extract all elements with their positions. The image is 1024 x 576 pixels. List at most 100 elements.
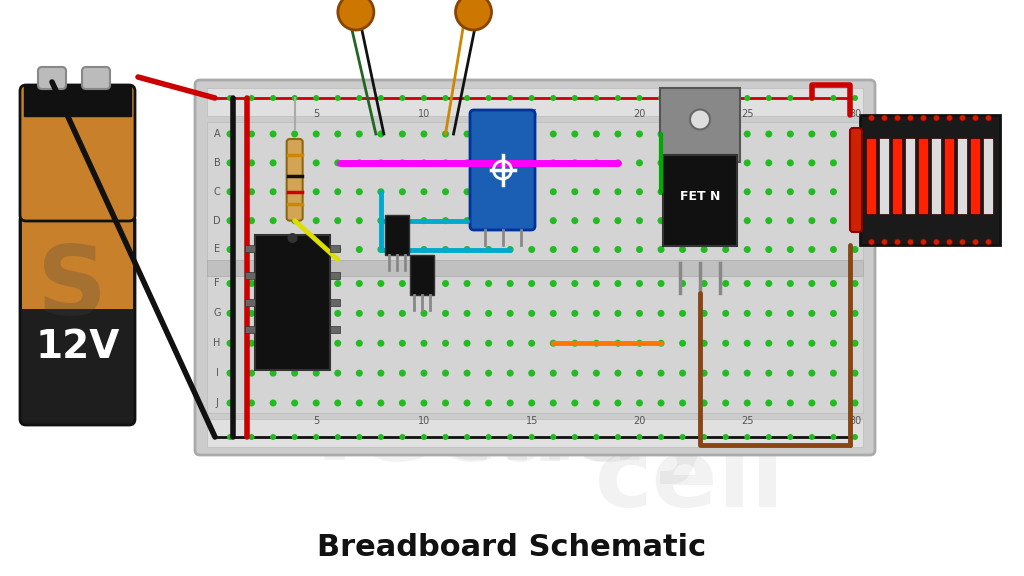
FancyBboxPatch shape: [20, 214, 135, 425]
Circle shape: [679, 400, 686, 407]
Circle shape: [700, 188, 708, 195]
Circle shape: [485, 370, 493, 377]
Circle shape: [528, 188, 536, 195]
Circle shape: [722, 246, 729, 253]
Circle shape: [743, 340, 751, 347]
Circle shape: [895, 239, 900, 245]
FancyBboxPatch shape: [38, 67, 66, 89]
Circle shape: [269, 217, 276, 224]
Circle shape: [399, 370, 406, 377]
Circle shape: [907, 115, 913, 121]
Circle shape: [700, 217, 708, 224]
Bar: [983, 138, 993, 214]
Circle shape: [614, 188, 622, 195]
Circle shape: [399, 131, 406, 138]
Circle shape: [614, 217, 622, 224]
Circle shape: [528, 400, 536, 407]
Circle shape: [614, 340, 622, 347]
Circle shape: [593, 400, 600, 407]
Circle shape: [614, 370, 622, 377]
Circle shape: [593, 131, 600, 138]
Bar: [879, 138, 889, 214]
Circle shape: [378, 280, 384, 287]
Circle shape: [442, 188, 449, 195]
Circle shape: [571, 246, 579, 253]
Circle shape: [787, 434, 794, 440]
Circle shape: [808, 340, 815, 347]
Circle shape: [722, 188, 729, 195]
Circle shape: [636, 400, 643, 407]
Bar: [255, 235, 330, 370]
Circle shape: [680, 434, 686, 440]
Circle shape: [334, 370, 341, 377]
Circle shape: [907, 239, 913, 245]
Bar: [918, 138, 928, 214]
Circle shape: [464, 400, 471, 407]
Circle shape: [679, 370, 686, 377]
Circle shape: [700, 400, 708, 407]
Circle shape: [442, 370, 449, 377]
Text: 12V: 12V: [35, 328, 120, 366]
Circle shape: [959, 115, 966, 121]
Circle shape: [292, 434, 298, 440]
Circle shape: [442, 160, 449, 166]
Circle shape: [226, 217, 233, 224]
Circle shape: [786, 280, 794, 287]
Text: S: S: [19, 268, 140, 431]
Circle shape: [378, 370, 384, 377]
Circle shape: [765, 217, 772, 224]
Circle shape: [226, 131, 233, 138]
Circle shape: [485, 217, 493, 224]
Circle shape: [550, 400, 557, 407]
Circle shape: [355, 280, 362, 287]
Circle shape: [356, 434, 362, 440]
Circle shape: [550, 95, 556, 101]
Circle shape: [456, 0, 492, 30]
Circle shape: [658, 95, 664, 101]
Circle shape: [269, 370, 276, 377]
Circle shape: [868, 115, 874, 121]
Circle shape: [765, 280, 772, 287]
Circle shape: [292, 95, 298, 101]
Bar: [330, 326, 340, 333]
Circle shape: [313, 434, 319, 440]
Circle shape: [464, 95, 470, 101]
Circle shape: [421, 370, 427, 377]
Circle shape: [829, 217, 837, 224]
Text: A: A: [214, 129, 220, 139]
Circle shape: [973, 115, 979, 121]
Bar: [207, 419, 863, 447]
Circle shape: [464, 188, 471, 195]
Circle shape: [442, 280, 449, 287]
Circle shape: [934, 239, 939, 245]
Circle shape: [808, 280, 815, 287]
Circle shape: [657, 310, 665, 317]
Circle shape: [507, 160, 514, 166]
Circle shape: [852, 370, 858, 377]
Circle shape: [614, 280, 622, 287]
Circle shape: [464, 280, 471, 287]
Circle shape: [421, 340, 427, 347]
FancyBboxPatch shape: [850, 128, 862, 232]
Circle shape: [528, 280, 536, 287]
Circle shape: [614, 160, 622, 166]
Circle shape: [378, 340, 384, 347]
Circle shape: [743, 280, 751, 287]
Circle shape: [852, 340, 858, 347]
Circle shape: [743, 246, 751, 253]
Circle shape: [378, 310, 384, 317]
Circle shape: [528, 217, 536, 224]
Circle shape: [334, 160, 341, 166]
Circle shape: [507, 370, 514, 377]
Circle shape: [593, 160, 600, 166]
Circle shape: [248, 400, 255, 407]
Circle shape: [485, 95, 492, 101]
Circle shape: [743, 131, 751, 138]
Circle shape: [973, 239, 979, 245]
Text: cell: cell: [595, 434, 785, 526]
Circle shape: [766, 95, 772, 101]
Circle shape: [248, 131, 255, 138]
Circle shape: [723, 434, 729, 440]
Circle shape: [657, 246, 665, 253]
Circle shape: [722, 131, 729, 138]
